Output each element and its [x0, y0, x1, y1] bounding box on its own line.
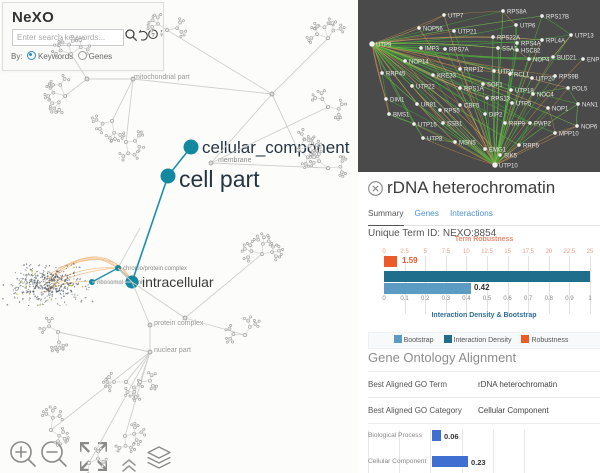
svg-text:MPP10: MPP10	[559, 132, 579, 138]
svg-text:SOF1: SOF1	[487, 83, 503, 89]
svg-text:UTP21: UTP21	[458, 30, 477, 36]
svg-text:DIP2: DIP2	[489, 113, 503, 119]
svg-text:RPL4A: RPL4A	[546, 39, 565, 45]
svg-text:POL5: POL5	[572, 87, 588, 93]
svg-text:HSC82: HSC82	[521, 49, 541, 55]
svg-text:UTP10: UTP10	[499, 164, 518, 170]
svg-text:NAN1: NAN1	[582, 103, 599, 109]
svg-text:RPS4A: RPS4A	[521, 42, 541, 48]
svg-text:UR81: UR81	[421, 103, 437, 109]
svg-text:UTP6: UTP6	[520, 24, 536, 30]
svg-text:RPS13: RPS13	[491, 97, 511, 103]
svg-text:MSN5: MSN5	[459, 141, 476, 147]
svg-text:CBF5: CBF5	[464, 104, 480, 110]
svg-text:NOP4: NOP4	[533, 58, 550, 64]
svg-text:ENP1: ENP1	[587, 58, 600, 64]
svg-text:RRP9: RRP9	[509, 122, 526, 128]
svg-text:UTP22: UTP22	[416, 85, 435, 91]
svg-text:BUD21: BUD21	[557, 56, 577, 62]
svg-text:UTP18: UTP18	[515, 89, 534, 95]
svg-text:KRE33: KRE33	[437, 74, 457, 80]
svg-text:RPS8A: RPS8A	[507, 10, 527, 16]
svg-text:RPS7A: RPS7A	[449, 48, 469, 54]
svg-text:UTP15: UTP15	[418, 123, 437, 129]
svg-text:NOP14: NOP14	[409, 60, 429, 66]
svg-text:UTP20: UTP20	[536, 77, 555, 83]
svg-text:UTP13: UTP13	[575, 34, 594, 40]
svg-text:UTP4: UTP4	[498, 70, 514, 76]
svg-text:UTP9: UTP9	[376, 43, 392, 49]
svg-text:NOP6: NOP6	[581, 125, 598, 131]
svg-text:RPS22A: RPS22A	[497, 36, 520, 42]
svg-text:SSA1: SSA1	[502, 47, 518, 53]
svg-text:RPS5: RPS5	[444, 109, 460, 115]
svg-text:DIM1: DIM1	[390, 98, 405, 104]
svg-text:PWP2: PWP2	[534, 122, 552, 128]
svg-text:RRP12: RRP12	[464, 68, 484, 74]
svg-text:RPS1A: RPS1A	[464, 87, 484, 93]
svg-text:NOC4: NOC4	[537, 93, 554, 99]
svg-text:NOP56: NOP56	[423, 27, 443, 33]
svg-text:UTP7: UTP7	[448, 14, 464, 20]
svg-text:RPS17B: RPS17B	[546, 15, 569, 21]
svg-text:NOP1: NOP1	[552, 107, 569, 113]
svg-text:BMS1: BMS1	[393, 113, 410, 119]
svg-text:UTP5: UTP5	[516, 102, 532, 108]
svg-text:RCL1: RCL1	[514, 73, 530, 79]
svg-text:RRP45: RRP45	[386, 72, 406, 78]
svg-text:SSB1: SSB1	[447, 122, 463, 128]
svg-text:RPS9B: RPS9B	[559, 75, 579, 81]
svg-text:UTP8: UTP8	[427, 137, 443, 143]
svg-text:IMP3: IMP3	[425, 47, 440, 53]
svg-text:SIK5: SIK5	[504, 154, 518, 160]
svg-text:RRP5: RRP5	[523, 144, 540, 150]
